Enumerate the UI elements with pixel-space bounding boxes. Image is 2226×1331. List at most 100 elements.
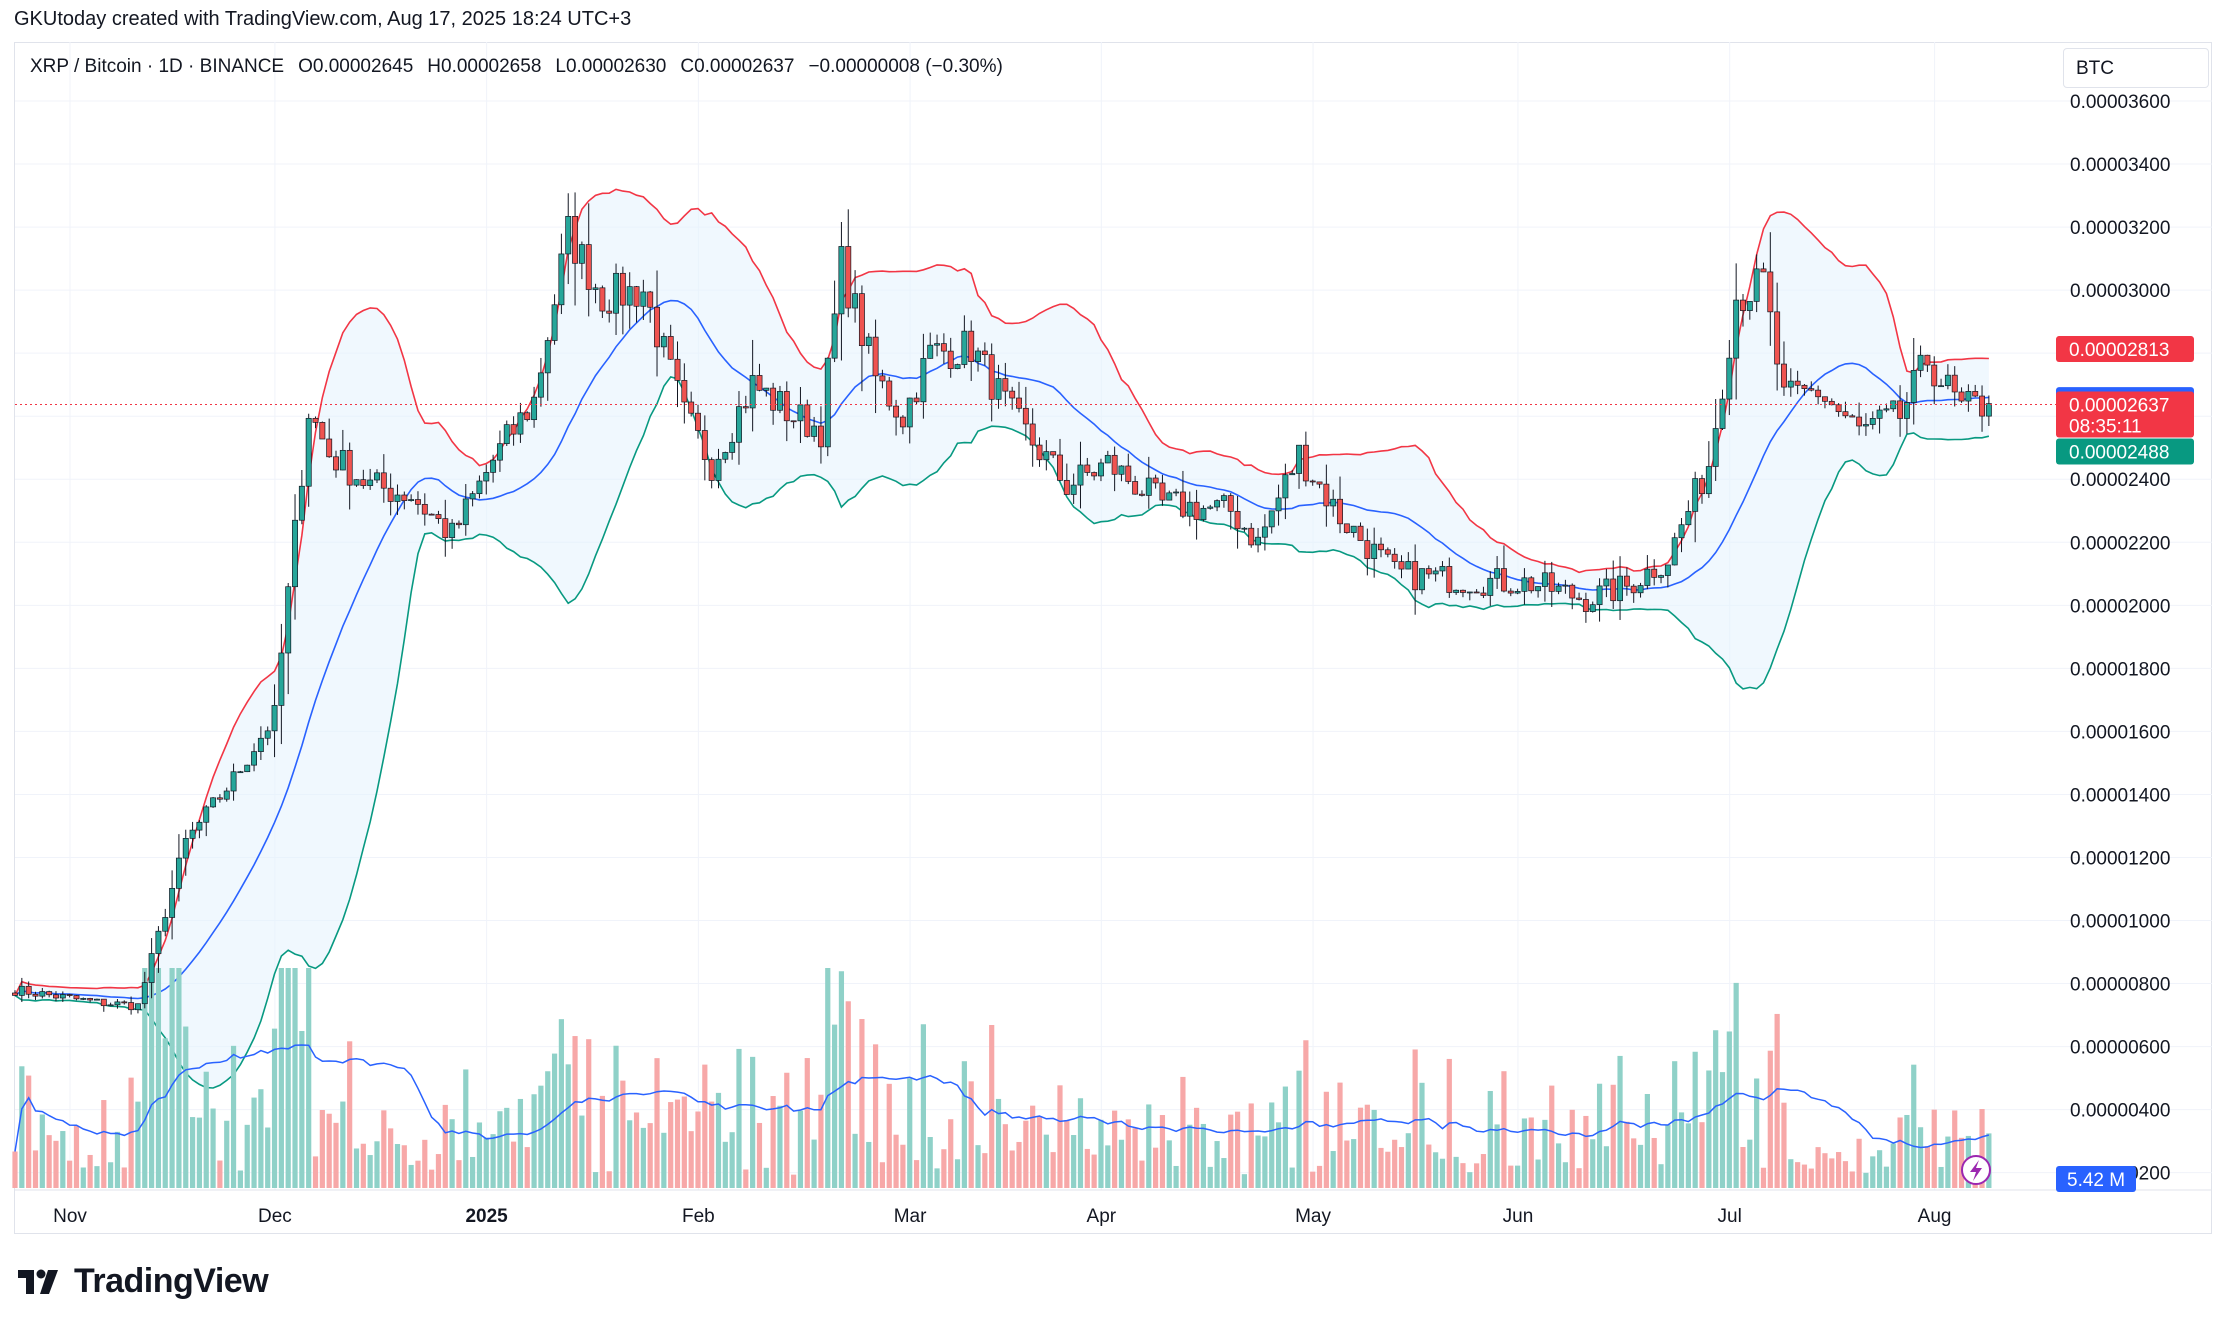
candle bbox=[1500, 545, 1507, 593]
volume-bar bbox=[210, 1108, 216, 1188]
candle-body bbox=[387, 487, 394, 502]
volume-bar bbox=[791, 1174, 797, 1188]
candle-body bbox=[1138, 493, 1145, 496]
candle bbox=[1036, 437, 1043, 467]
candle bbox=[1029, 408, 1036, 467]
upper-band-line bbox=[14, 188, 1989, 996]
volume-bar bbox=[1501, 1071, 1507, 1188]
candle bbox=[1125, 453, 1132, 485]
candle-body bbox=[1179, 491, 1186, 517]
candle-body bbox=[1378, 543, 1384, 551]
candle-body bbox=[1897, 400, 1904, 419]
volume-bar bbox=[913, 1160, 920, 1188]
candle-body bbox=[1774, 311, 1781, 365]
candle bbox=[852, 270, 859, 323]
candle bbox=[1869, 411, 1876, 430]
candle-body bbox=[1337, 498, 1343, 525]
candle bbox=[1466, 591, 1473, 601]
volume-bar bbox=[429, 1169, 435, 1188]
chart-frame bbox=[14, 42, 2212, 1234]
candle bbox=[415, 491, 421, 515]
currency-selector[interactable]: BTC bbox=[2063, 48, 2209, 88]
candle bbox=[1610, 560, 1617, 609]
candle-body bbox=[1016, 397, 1022, 409]
volume-bar bbox=[326, 1113, 332, 1188]
volume-bar bbox=[1521, 1118, 1528, 1188]
candle bbox=[613, 263, 619, 335]
volume-ma-line bbox=[14, 1044, 1990, 1152]
volume-bar bbox=[1439, 1158, 1446, 1188]
candle bbox=[100, 998, 107, 1012]
candle bbox=[456, 520, 462, 529]
candle-body bbox=[1787, 380, 1794, 388]
price-tick-label: 0.00001400 bbox=[2070, 785, 2170, 806]
volume-bar bbox=[510, 1141, 517, 1188]
candle bbox=[1282, 463, 1289, 520]
candle bbox=[585, 203, 592, 317]
candle bbox=[292, 494, 298, 620]
candle bbox=[1070, 473, 1077, 504]
candle-body bbox=[572, 216, 579, 264]
candle-body bbox=[510, 424, 517, 435]
candle-body bbox=[1473, 591, 1480, 594]
candle-body bbox=[59, 994, 66, 999]
candle bbox=[729, 433, 736, 460]
candle-body bbox=[981, 350, 988, 356]
candle-body bbox=[1917, 354, 1924, 371]
candle-body bbox=[729, 441, 736, 453]
volume-bar bbox=[155, 968, 162, 1188]
candle-body bbox=[121, 1001, 128, 1004]
candle bbox=[1009, 386, 1016, 410]
candle-body bbox=[1268, 510, 1275, 528]
candle bbox=[1596, 578, 1603, 622]
volume-bar bbox=[1856, 1138, 1862, 1188]
candle bbox=[1255, 528, 1262, 553]
volume-bar bbox=[271, 1028, 278, 1188]
candle-body bbox=[1343, 523, 1350, 533]
candle bbox=[1794, 370, 1801, 395]
volume-bar bbox=[1316, 1165, 1323, 1188]
candle bbox=[838, 221, 845, 361]
candle bbox=[1548, 561, 1555, 607]
brand-logo-block[interactable]: TradingView bbox=[16, 1262, 269, 1301]
candle bbox=[46, 990, 53, 998]
candle bbox=[1289, 469, 1296, 476]
volume-bar bbox=[654, 1058, 660, 1188]
volume-bar bbox=[1173, 1165, 1179, 1188]
candle bbox=[1453, 589, 1460, 595]
candle bbox=[783, 381, 790, 442]
candle-body bbox=[1084, 464, 1091, 473]
candle-body bbox=[1063, 479, 1070, 495]
volume-bar bbox=[1200, 1123, 1207, 1188]
candle bbox=[1692, 471, 1699, 543]
candle bbox=[1774, 282, 1781, 391]
volume-bar bbox=[565, 1064, 571, 1188]
candle bbox=[1091, 471, 1098, 481]
candle bbox=[1979, 385, 1985, 432]
candle bbox=[1514, 588, 1521, 595]
lightning-icon[interactable] bbox=[1961, 1155, 1991, 1185]
candle-body bbox=[1057, 454, 1063, 481]
candle-body bbox=[531, 396, 538, 421]
candle-body bbox=[1077, 464, 1084, 486]
volume-bar bbox=[196, 1117, 203, 1188]
candle-body bbox=[305, 417, 312, 487]
candle bbox=[1801, 384, 1808, 396]
candle-body bbox=[1296, 444, 1302, 474]
volume-bar bbox=[1713, 1030, 1719, 1188]
volume-bar bbox=[825, 968, 831, 1188]
lower-band-badge-bg bbox=[2056, 438, 2194, 465]
candle bbox=[469, 491, 476, 507]
candle-body bbox=[1726, 357, 1733, 400]
candle-body bbox=[831, 313, 838, 359]
volume-bar bbox=[1255, 1135, 1261, 1188]
candle bbox=[777, 385, 783, 414]
candle bbox=[326, 418, 333, 458]
candle bbox=[1951, 366, 1958, 407]
volume-bars bbox=[12, 968, 1992, 1188]
candle-body bbox=[1596, 585, 1603, 606]
candle-body bbox=[415, 499, 421, 505]
volume-bar bbox=[866, 1141, 872, 1188]
candle bbox=[1296, 444, 1302, 489]
